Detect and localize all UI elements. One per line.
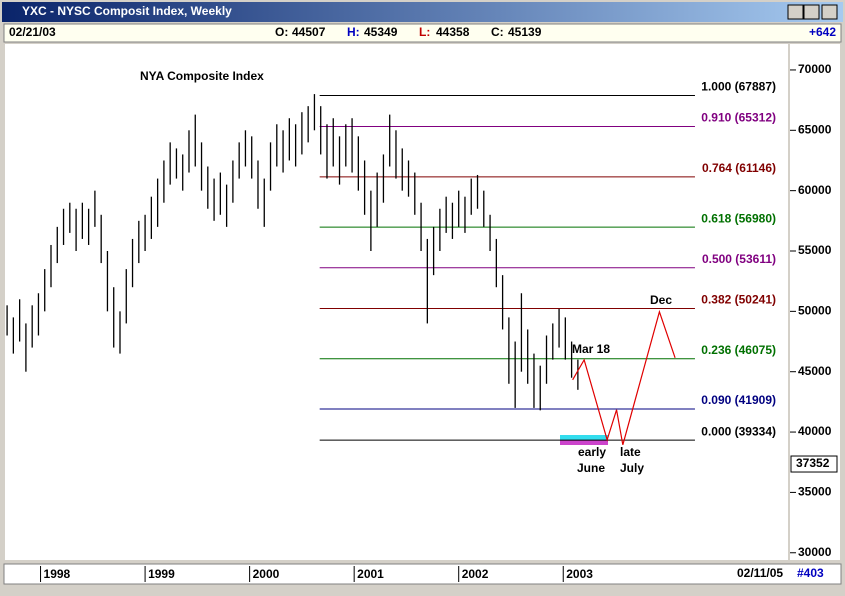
projection-line: [572, 309, 676, 445]
y-tick-label: 35000: [798, 485, 832, 499]
fib-label: 0.090 (41909): [701, 393, 776, 407]
ohlc-value: 44358: [436, 25, 470, 39]
fib-label: 0.000 (39334): [701, 424, 776, 438]
y-tick-label: 70000: [798, 62, 832, 76]
x-tick-label: 2000: [253, 567, 280, 581]
ohlc-value: 44507: [292, 25, 326, 39]
plot-area: [5, 44, 788, 560]
fib-label: 0.618 (56980): [701, 211, 776, 225]
bar-count: #403: [797, 566, 824, 580]
y-axis-area: [790, 44, 840, 560]
y-tick-label: 65000: [798, 122, 832, 136]
y-tick-label: 50000: [798, 304, 832, 318]
end-date: 02/11/05: [737, 566, 783, 580]
close-button[interactable]: [821, 4, 838, 20]
chart-title: NYA Composite Index: [140, 69, 264, 83]
ohlc-value: 45139: [508, 25, 542, 39]
x-tick-label: 1999: [148, 567, 175, 581]
annotation: Dec: [650, 293, 672, 307]
annotation: Mar 18: [572, 342, 610, 356]
ohlc-label: L:: [419, 25, 430, 39]
ohlc-label: O:: [275, 25, 288, 39]
x-tick-label: 1998: [44, 567, 71, 581]
y-tick-label: 30000: [798, 545, 832, 559]
fib-label: 0.236 (46075): [701, 343, 776, 357]
last-value-label: 37352: [796, 456, 830, 470]
x-tick-label: 2002: [462, 567, 489, 581]
window-title: YXC - NYSC Composit Index, Weekly: [22, 4, 232, 18]
minimize-button[interactable]: [787, 4, 804, 20]
x-axis-area: [3, 563, 842, 585]
date: 02/21/03: [9, 25, 56, 39]
y-tick-label: 40000: [798, 424, 832, 438]
fib-label: 0.764 (61146): [702, 161, 776, 175]
x-tick-label: 2001: [357, 567, 384, 581]
ohlc-label: H:: [347, 25, 360, 39]
title-bar: [2, 2, 843, 22]
annotation: early: [578, 445, 606, 459]
y-tick-label: 45000: [798, 364, 832, 378]
x-tick-label: 2003: [566, 567, 593, 581]
annotation: June: [577, 461, 605, 475]
info-bar: [3, 23, 842, 43]
annotation: July: [620, 461, 644, 475]
annotation: late: [620, 445, 641, 459]
last-value-box: [790, 455, 838, 473]
y-tick-label: 55000: [798, 243, 832, 257]
maximize-button[interactable]: [803, 4, 820, 20]
fib-label: 1.000 (67887): [701, 80, 776, 94]
fib-label: 0.500 (53611): [702, 252, 776, 266]
y-tick-label: 60000: [798, 183, 832, 197]
ohlc-value: 45349: [364, 25, 398, 39]
fib-label: 0.910 (65312): [701, 111, 776, 125]
ohlc-label: C:: [491, 25, 504, 39]
fib-label: 0.382 (50241): [701, 293, 776, 307]
highlight-box: [560, 440, 608, 445]
change: +642: [809, 25, 836, 39]
